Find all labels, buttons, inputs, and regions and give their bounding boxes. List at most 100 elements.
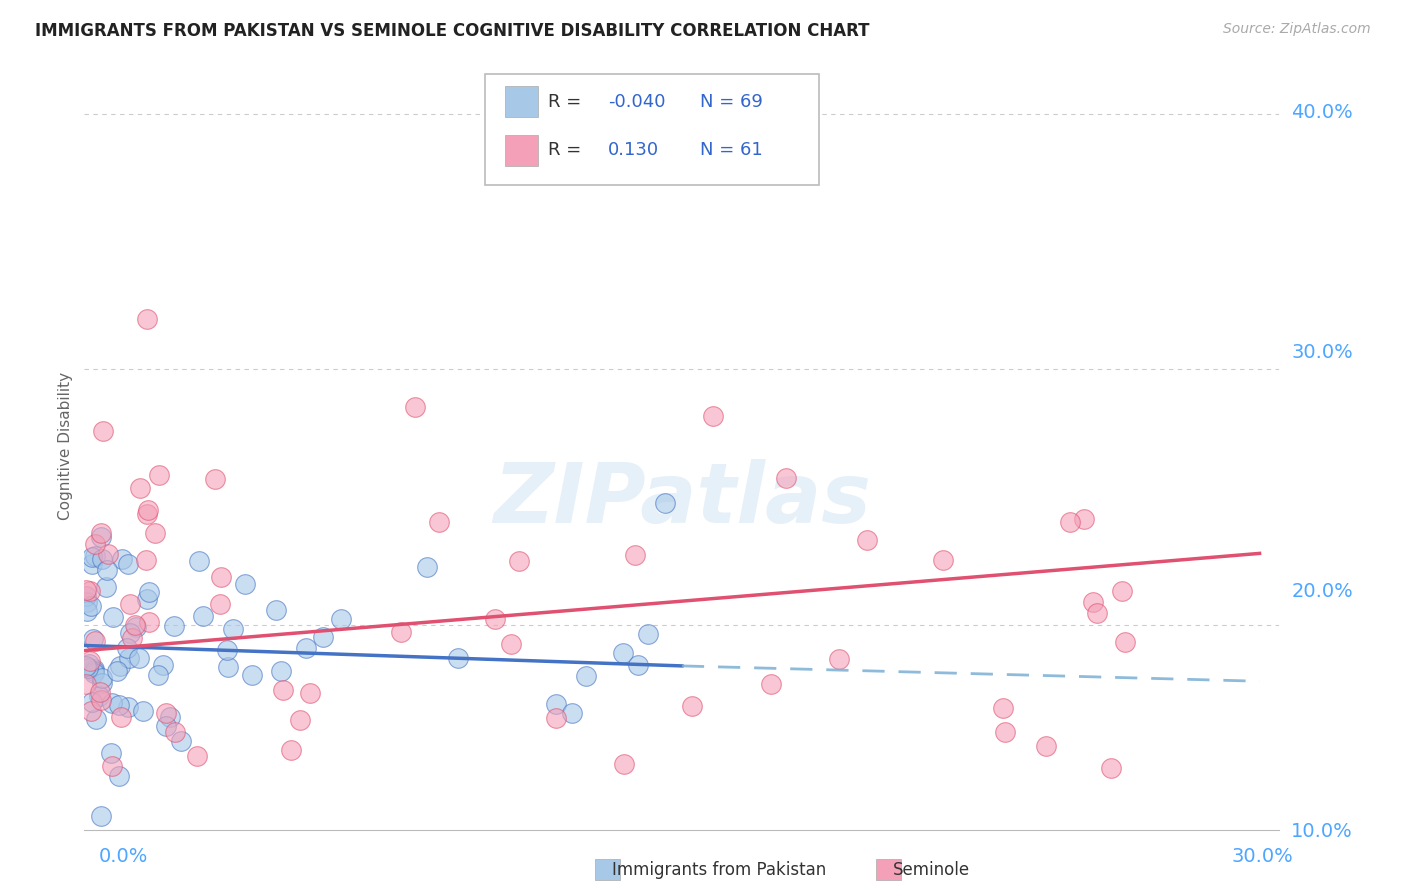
Point [132,704,155,718]
Point [83,666,105,681]
Point [143,525,166,540]
Point [637,627,659,641]
Point [108,769,131,783]
FancyBboxPatch shape [485,74,820,186]
Point [162,619,184,633]
Text: N = 61: N = 61 [700,142,762,160]
Point [163,724,186,739]
Point [856,533,879,547]
Point [128,650,150,665]
Point [101,696,124,710]
Point [82,632,104,647]
Point [1081,594,1104,608]
Point [209,570,232,584]
Point [416,560,439,574]
Point [90,693,112,707]
Text: N = 69: N = 69 [700,93,762,111]
Point [136,312,159,326]
Point [1073,512,1095,526]
Point [271,683,294,698]
Point [1111,584,1133,599]
Point [129,481,152,495]
Point [280,743,302,757]
Point [627,657,650,672]
Text: 0.0%: 0.0% [98,847,148,866]
Point [215,642,238,657]
Bar [595,859,620,880]
Point [508,553,530,567]
Point [75,659,97,673]
Text: IMMIGRANTS FROM PAKISTAN VS SEMINOLE COGNITIVE DISABILITY CORRELATION CHART: IMMIGRANTS FROM PAKISTAN VS SEMINOLE COG… [35,22,870,40]
Point [654,496,676,510]
Point [1114,635,1136,649]
Point [76,604,98,618]
Point [1099,762,1122,776]
Point [991,700,1014,714]
Point [204,472,226,486]
Point [828,652,851,666]
Point [108,659,131,673]
Point [80,549,103,564]
Point [1059,516,1081,530]
Point [79,584,101,599]
Point [932,553,955,567]
Bar [876,859,901,880]
Point [188,554,211,568]
Point [76,661,98,675]
Point [294,641,316,656]
Bar [505,135,538,166]
Point [83,633,105,648]
Point [110,710,132,724]
Point [84,712,107,726]
Point [100,747,122,761]
Y-axis label: Cognitive Disability: Cognitive Disability [58,372,73,520]
Point [330,612,353,626]
Point [121,631,143,645]
Point [613,756,636,771]
Text: -0.040: -0.040 [607,93,665,111]
Point [91,675,114,690]
Point [222,622,245,636]
Point [91,424,114,438]
Point [96,563,118,577]
Point [155,719,177,733]
Point [681,698,703,713]
Text: Immigrants from Pakistan: Immigrants from Pakistan [612,861,825,879]
Point [125,620,148,634]
Point [759,676,782,690]
Text: Source: ZipAtlas.com: Source: ZipAtlas.com [1223,22,1371,37]
Point [79,655,101,669]
Point [90,552,112,566]
Text: ZIPatlas: ZIPatlas [494,459,870,541]
Point [1035,739,1057,753]
Point [186,749,208,764]
Text: R =: R = [548,142,593,160]
Point [312,630,335,644]
Point [118,650,141,665]
Point [118,626,141,640]
Point [159,710,181,724]
Point [82,695,104,709]
Point [138,502,160,516]
Point [90,530,112,544]
Point [135,552,157,566]
Point [89,685,111,699]
Point [96,580,118,594]
Point [117,641,139,656]
Text: R =: R = [548,93,588,111]
Text: 0.130: 0.130 [607,142,659,160]
Point [80,704,103,718]
Point [155,706,177,720]
Bar [505,87,538,117]
Point [117,700,139,714]
Point [84,549,107,563]
Point [702,409,724,423]
Point [108,698,131,712]
Point [75,582,97,597]
Point [561,706,583,721]
Point [100,759,122,773]
Point [575,669,598,683]
Point [75,676,97,690]
Point [103,610,125,624]
Point [546,711,568,725]
